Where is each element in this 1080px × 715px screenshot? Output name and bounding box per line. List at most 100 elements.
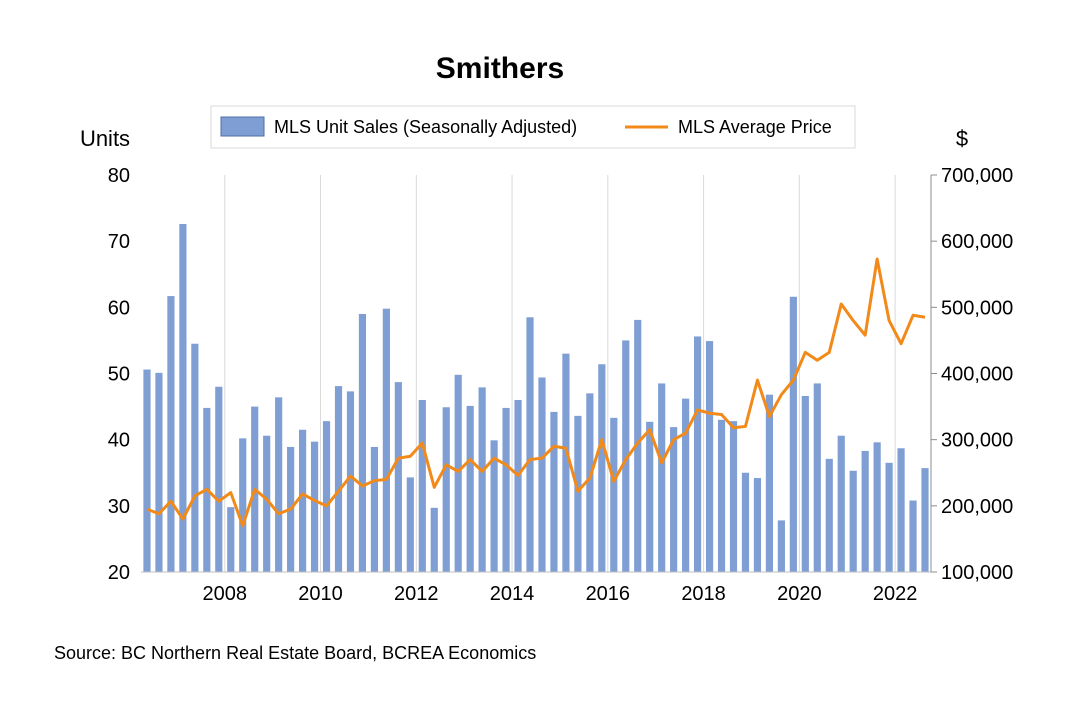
bar [717, 419, 726, 572]
bar [598, 364, 606, 572]
left-tick-label: 30 [108, 496, 130, 518]
bar [394, 382, 402, 572]
bar [514, 399, 522, 572]
bar [705, 341, 714, 572]
bar [155, 372, 163, 572]
left-tick-label: 80 [108, 165, 130, 187]
bar [753, 478, 762, 572]
line-series [146, 257, 926, 528]
right-tick-label: 300,000 [941, 430, 1013, 452]
left-tick-label: 60 [108, 297, 130, 319]
x-tick-label: 2008 [203, 583, 248, 605]
bar [885, 462, 893, 572]
bar [227, 507, 235, 572]
x-tick-label: 2022 [873, 583, 918, 605]
right-tick-label: 600,000 [941, 231, 1013, 253]
left-axis-ticks: 20 30 40 50 60 70 80 [108, 165, 130, 584]
right-tick-label: 500,000 [941, 297, 1013, 319]
bar [502, 407, 510, 572]
bar [346, 391, 355, 572]
chart-title: Smithers [436, 52, 564, 85]
bar [646, 421, 654, 572]
bar [334, 386, 343, 572]
bar [143, 369, 151, 572]
bar [430, 507, 438, 572]
bar [167, 296, 175, 572]
bar [454, 374, 462, 572]
right-tick-label: 400,000 [941, 364, 1013, 386]
right-axis-ticks: 100,000 200,000 300,000 400,000 500,000 600,0… [931, 165, 1013, 584]
bar [239, 438, 247, 572]
bar [478, 387, 486, 572]
bar [622, 340, 630, 572]
x-tick-label: 2010 [298, 583, 343, 605]
bar [562, 353, 570, 572]
bar [849, 470, 857, 572]
x-axis-ticks: 2008 2010 2012 2014 2016 2018 2020 2022 [203, 583, 918, 605]
x-tick-label: 2020 [777, 583, 822, 605]
bar [370, 446, 378, 572]
bar [634, 319, 642, 572]
left-tick-label: 40 [108, 430, 130, 452]
bar [358, 313, 367, 572]
bar [215, 386, 223, 572]
bar [406, 477, 414, 572]
bar [191, 343, 199, 572]
bar [801, 396, 809, 572]
left-tick-label: 50 [108, 364, 130, 386]
bar [382, 308, 390, 572]
bar [526, 317, 534, 572]
left-tick-label: 70 [108, 231, 130, 253]
price-line [146, 257, 926, 528]
legend-box [210, 105, 856, 149]
bar [179, 223, 187, 572]
bar [550, 411, 558, 572]
legend-line-label: MLS Average Price [678, 117, 832, 137]
x-tick-label: 2014 [490, 583, 535, 605]
x-tick-label: 2018 [681, 583, 726, 605]
bar [490, 440, 498, 572]
bar [682, 398, 690, 572]
bar [921, 468, 929, 572]
legend-bar-swatch [220, 116, 265, 137]
bar [741, 472, 750, 572]
bar [610, 417, 618, 572]
bar [825, 458, 833, 572]
bar [670, 427, 678, 572]
bar [765, 394, 773, 572]
bar [789, 296, 797, 572]
bar [837, 435, 845, 572]
bar [322, 421, 331, 572]
right-axis-label: $ [956, 126, 968, 151]
right-tick-label: 200,000 [941, 496, 1013, 518]
bar [813, 383, 821, 572]
bar [873, 442, 881, 572]
bar [275, 397, 283, 572]
axes [141, 175, 932, 573]
bar [574, 415, 582, 572]
bar [466, 405, 474, 572]
bar [263, 435, 271, 572]
bar [418, 399, 426, 572]
left-tick-label: 20 [108, 562, 130, 584]
legend-bar-label: MLS Unit Sales (Seasonally Adjusted) [274, 117, 577, 137]
x-tick-label: 2012 [394, 583, 439, 605]
bar [586, 393, 594, 572]
bar [310, 441, 319, 572]
bar [694, 336, 702, 572]
right-tick-label: 100,000 [941, 562, 1013, 584]
bar-series [143, 223, 929, 572]
bar [538, 377, 546, 572]
left-axis-label: Units [80, 126, 130, 151]
bar [861, 450, 869, 572]
right-tick-label: 700,000 [941, 165, 1013, 187]
bar [658, 383, 666, 572]
gridlines [224, 175, 896, 572]
legend: MLS Unit Sales (Seasonally Adjusted) MLS… [210, 105, 856, 149]
x-tick-label: 2016 [586, 583, 631, 605]
bar [442, 407, 450, 572]
source-note: Source: BC Northern Real Estate Board, B… [54, 643, 536, 663]
bar [897, 448, 905, 572]
bar [729, 421, 738, 572]
